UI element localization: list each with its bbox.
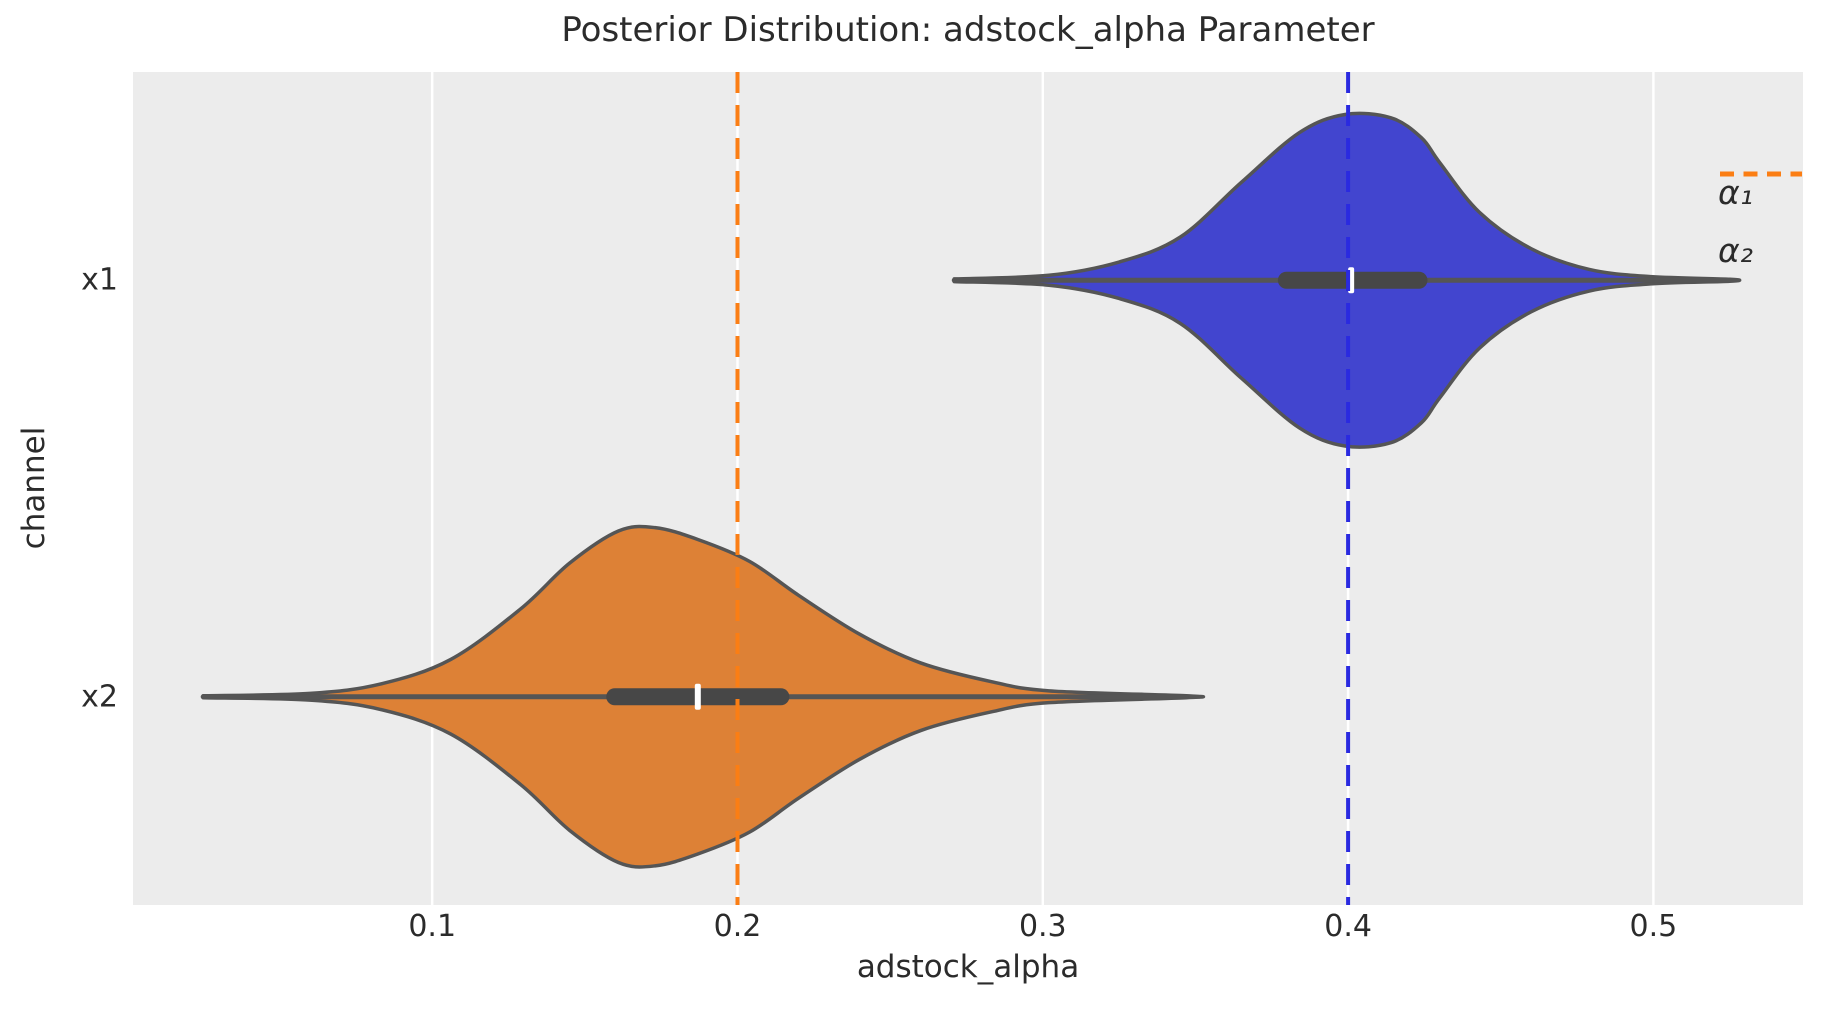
y-axis-label: channel	[16, 426, 52, 550]
legend-label-1: α₁	[1718, 172, 1753, 212]
y-tick-x2: x2	[81, 679, 118, 715]
x-tick-0.5: 0.5	[1629, 909, 1678, 944]
median-tick-x2	[694, 683, 701, 710]
plot-area: α₁ α₂	[133, 72, 1803, 905]
legend: α₁ α₂	[1718, 170, 1803, 272]
plot-background	[133, 72, 1803, 905]
legend-dash-swatch-2	[1720, 171, 1803, 177]
legend-label-2: α₂	[1718, 230, 1753, 270]
x-tick-0.2: 0.2	[713, 909, 762, 944]
x-tick-0.1: 0.1	[408, 909, 457, 944]
x-axis-label: adstock_alpha	[856, 949, 1080, 985]
y-tick-x1: x1	[81, 262, 118, 298]
x-tick-0.3: 0.3	[1018, 909, 1067, 944]
x-tick-0.4: 0.4	[1324, 909, 1372, 944]
violin-chart-canvas	[133, 72, 1803, 905]
legend-entry-2: α₂	[1718, 171, 1803, 272]
chart-title: Posterior Distribution: adstock_alpha Pa…	[561, 10, 1375, 50]
